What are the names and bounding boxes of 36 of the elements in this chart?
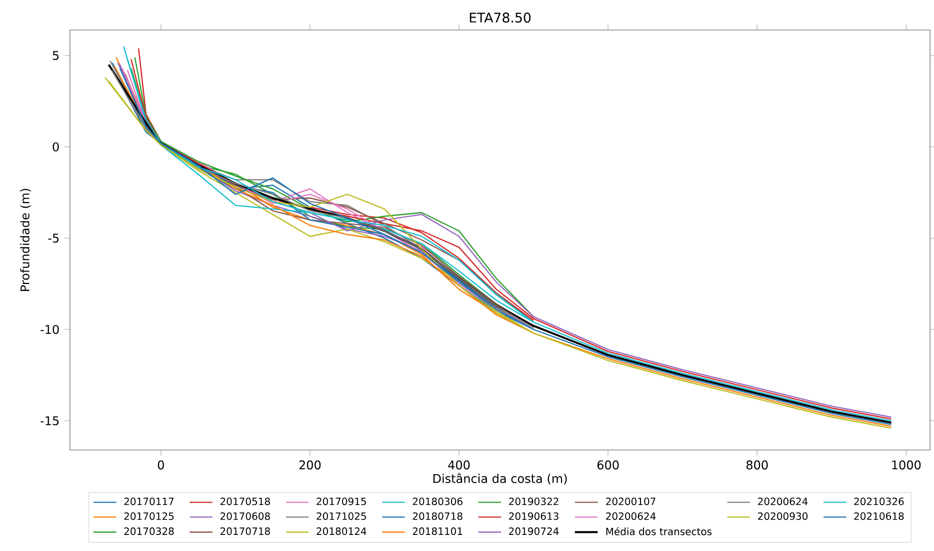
- x-tick-label: 800: [746, 460, 768, 470]
- legend-label: 20200107: [606, 498, 656, 506]
- legend-label: 20170328: [124, 527, 174, 535]
- legend-label: 20171025: [316, 512, 366, 520]
- legend-label: 20190322: [509, 498, 558, 506]
- legend-label: 20190613: [509, 512, 558, 520]
- chart-title: ETA78.50: [470, 12, 531, 23]
- x-tick-label: 400: [448, 460, 470, 470]
- legend-label: 20210618: [854, 512, 904, 520]
- x-tick-label: 1000: [892, 460, 921, 470]
- legend-label: 20180718: [412, 512, 462, 520]
- legend-label: Média dos transectos: [606, 527, 712, 536]
- legend-label: 20200624: [758, 498, 808, 506]
- y-tick-label: -5: [48, 234, 59, 243]
- legend-label: 20170718: [220, 527, 270, 535]
- x-axis-title: Distância da costa (m): [433, 473, 567, 484]
- y-tick-label: 0: [52, 142, 59, 152]
- y-tick-label: -10: [40, 324, 59, 334]
- legend-label: 20200930: [758, 512, 808, 520]
- legend-label: 20170915: [316, 498, 366, 506]
- legend-label: 20190724: [509, 527, 559, 535]
- y-tick-label: -15: [40, 416, 59, 426]
- legend-label: 20180124: [316, 527, 366, 535]
- legend-label: 20200624: [606, 512, 656, 520]
- x-tick-label: 600: [597, 460, 619, 470]
- legend-label: 20180306: [412, 498, 462, 506]
- legend-label: 20181101: [412, 527, 462, 535]
- legend-label: 20170518: [220, 498, 270, 506]
- legend-label: 20170608: [220, 512, 270, 520]
- x-tick-label: 200: [299, 460, 321, 470]
- y-axis-title: Profundidade (m): [20, 188, 31, 291]
- x-tick-label: 0: [158, 460, 164, 470]
- y-tick-label: 5: [52, 51, 59, 60]
- legend-label: 20170117: [124, 498, 174, 506]
- legend-label: 20210326: [854, 498, 904, 506]
- legend-label: 20170125: [124, 512, 174, 520]
